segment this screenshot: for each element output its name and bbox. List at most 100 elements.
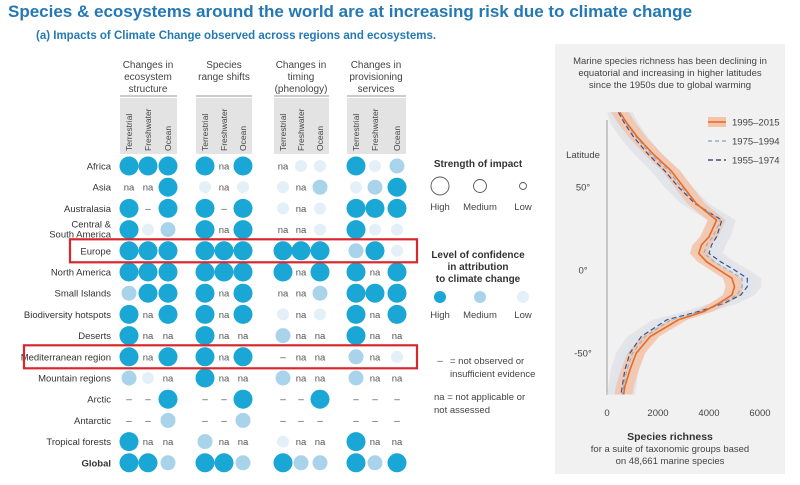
na-cell: na xyxy=(278,289,289,300)
impact-dot-h xyxy=(119,453,139,473)
impact-dot-h xyxy=(387,304,407,324)
subcolumn-label-ocean: Ocean xyxy=(163,126,173,151)
marine-y-axis-label: Latitude xyxy=(566,150,600,161)
na-cell: na xyxy=(124,183,135,194)
impact-dot-m xyxy=(197,434,213,450)
impact-dot-h xyxy=(119,304,139,324)
impact-dot-h xyxy=(273,241,293,261)
highlight-box-europe xyxy=(68,238,419,264)
impact-dot-h xyxy=(138,262,158,282)
na-cell: na xyxy=(392,374,403,385)
dash-cell: – xyxy=(394,416,400,427)
group-header-label: range shifts xyxy=(198,72,250,83)
marine-y-tick: 0° xyxy=(578,266,587,277)
impact-dot-m xyxy=(275,328,291,344)
legend-strength-label: High xyxy=(430,202,450,213)
impact-dot-h xyxy=(387,198,407,218)
group-header-label: provisioning xyxy=(349,72,402,83)
na-cell: na xyxy=(219,289,230,300)
dash-cell: – xyxy=(280,395,286,406)
marine-series-line xyxy=(619,111,736,395)
row-label: Africa xyxy=(87,162,112,173)
na-cell: na xyxy=(392,331,403,342)
dash-cell: – xyxy=(145,395,151,406)
impact-dot-m xyxy=(121,285,137,301)
dash-cell: – xyxy=(145,204,151,215)
subcolumn-label-ocean: Ocean xyxy=(392,126,402,151)
marine-x-tick: 4000 xyxy=(698,408,719,419)
row-label: Asia xyxy=(93,183,112,194)
dash-cell: – xyxy=(221,416,227,427)
na-cell: na xyxy=(370,268,381,279)
marine-x-tick: 0 xyxy=(604,408,609,419)
dash-cell: – xyxy=(280,416,286,427)
na-cell: na xyxy=(143,331,154,342)
subcolumn-label-freshwater: Freshwater xyxy=(296,108,306,151)
impact-dot-h xyxy=(195,241,215,261)
row-label: North America xyxy=(51,268,112,279)
marine-y-tick: 50° xyxy=(576,183,591,194)
row-label: Deserts xyxy=(78,331,111,342)
impact-dot-h xyxy=(346,304,366,324)
na-cell: na xyxy=(370,331,381,342)
impact-dot-h xyxy=(233,347,253,367)
impact-dot-l xyxy=(142,223,154,236)
impact-dot-h xyxy=(119,198,139,218)
impact-dot-h xyxy=(273,453,293,473)
impact-dot-m xyxy=(293,455,309,471)
marine-x-tick: 6000 xyxy=(749,408,770,419)
legend-confidence-label: High xyxy=(430,310,450,321)
legend-na-note: not assessed xyxy=(434,405,490,416)
marine-series-line xyxy=(617,112,748,395)
legend-dash-note: insufficient evidence xyxy=(450,369,535,380)
marine-uncertainty-band xyxy=(610,112,744,395)
impact-dot-l xyxy=(142,372,154,384)
marine-series-line xyxy=(619,112,743,395)
marine-richness-panel xyxy=(555,44,785,474)
legend-strength-circle xyxy=(430,176,450,196)
impact-dot-h xyxy=(195,198,215,218)
subcolumn-label-freshwater: Freshwater xyxy=(143,108,153,151)
na-cell: na xyxy=(296,331,307,342)
legend-confidence-title: in attribution xyxy=(447,262,508,273)
na-cell: na xyxy=(143,310,154,321)
impact-dot-h xyxy=(346,156,366,176)
impact-dot-l xyxy=(199,181,211,194)
legend-strength-label: Medium xyxy=(463,202,497,213)
dash-cell: – xyxy=(353,416,359,427)
dash-cell: – xyxy=(202,416,208,427)
impact-dot-m xyxy=(312,285,328,301)
impact-dot-h xyxy=(233,198,253,218)
impact-dot-h xyxy=(233,389,253,409)
impact-dot-l xyxy=(277,181,289,194)
row-label: Arctic xyxy=(87,395,111,406)
impact-dot-m xyxy=(348,243,364,259)
na-cell: na xyxy=(370,437,381,448)
row-label: South America xyxy=(49,230,111,241)
impact-dot-l xyxy=(295,160,307,172)
impact-dot-h xyxy=(310,389,330,409)
na-cell: na xyxy=(296,289,307,300)
na-cell: na xyxy=(392,437,403,448)
impact-dot-l xyxy=(314,160,326,172)
impact-dot-l xyxy=(277,308,289,321)
impact-dot-h xyxy=(119,262,139,282)
impact-dot-h xyxy=(138,241,158,261)
impact-dot-h xyxy=(214,262,234,282)
na-cell: na xyxy=(278,225,289,236)
legend-dash-symbol: – xyxy=(437,356,443,367)
impact-dot-h xyxy=(119,156,139,176)
legend-confidence-dot xyxy=(517,291,529,303)
dash-cell: – xyxy=(372,395,378,406)
marine-x-axis-label: Species richness xyxy=(627,431,713,443)
impact-dot-h xyxy=(158,389,178,409)
na-cell: na xyxy=(296,183,307,194)
group-header-label: structure xyxy=(129,84,168,95)
impact-dot-h xyxy=(195,262,215,282)
impact-dot-m xyxy=(160,455,176,471)
impact-dot-m xyxy=(367,455,383,471)
na-cell: na xyxy=(238,374,249,385)
impact-dot-h xyxy=(158,156,178,176)
legend-strength-title: Strength of impact xyxy=(434,159,523,170)
